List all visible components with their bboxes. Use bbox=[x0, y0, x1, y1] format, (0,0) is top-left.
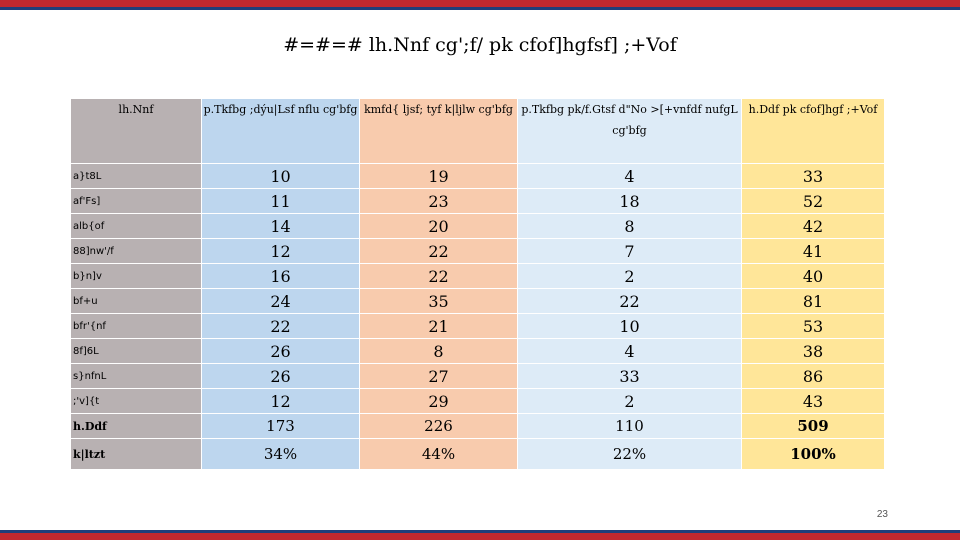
table-row: bf+u 24 35 22 81 bbox=[70, 288, 885, 314]
header-c4: h.Ddf pk cfof]hgf ;+Vof bbox=[741, 98, 885, 164]
row-name: s}nfnL bbox=[70, 363, 202, 389]
cell-c4: 38 bbox=[741, 338, 885, 364]
cell-c2: 19 bbox=[359, 163, 518, 189]
table-row: 8f]6L 26 8 4 38 bbox=[70, 338, 885, 364]
table-header-row: lh.Nnf p.Tkfbg ;dýu|Lsf nflu cg'bfg kmfd… bbox=[70, 98, 885, 164]
total-c2: 226 bbox=[359, 413, 518, 439]
cell-c3: 18 bbox=[517, 188, 742, 214]
cell-c4: 81 bbox=[741, 288, 885, 314]
cell-c3: 10 bbox=[517, 313, 742, 339]
percent-row: k|ltzt 34% 44% 22% 100% bbox=[70, 438, 885, 470]
page-number: 23 bbox=[876, 509, 888, 520]
percent-label: k|ltzt bbox=[70, 438, 202, 470]
cell-c1: 26 bbox=[201, 338, 360, 364]
header-c3: p.Tkfbg pk/f.Gtsf d"No >[+vnfdf nufgL cg… bbox=[517, 98, 742, 164]
slide-title: #=#=# lh.Nnf cg';f/ pk cfof]hgfsf] ;+Vof bbox=[283, 34, 677, 56]
bottom-blue-bar bbox=[0, 530, 960, 533]
row-name: b}n]v bbox=[70, 263, 202, 289]
cell-c3: 2 bbox=[517, 388, 742, 414]
cell-c3: 4 bbox=[517, 338, 742, 364]
table-row: s}nfnL 26 27 33 86 bbox=[70, 363, 885, 389]
top-red-bar bbox=[0, 0, 960, 7]
cell-c4: 41 bbox=[741, 238, 885, 264]
header-c2: kmfd{ ljsf; tyf k|ljlw cg'bfg bbox=[359, 98, 518, 164]
cell-c1: 10 bbox=[201, 163, 360, 189]
cell-c1: 26 bbox=[201, 363, 360, 389]
row-name: alb{of bbox=[70, 213, 202, 239]
bottom-red-bar bbox=[0, 533, 960, 540]
cell-c4: 40 bbox=[741, 263, 885, 289]
total-c4: 509 bbox=[741, 413, 885, 439]
header-name: lh.Nnf bbox=[70, 98, 202, 164]
header-c1: p.Tkfbg ;dýu|Lsf nflu cg'bfg bbox=[201, 98, 360, 164]
cell-c4: 42 bbox=[741, 213, 885, 239]
cell-c2: 8 bbox=[359, 338, 518, 364]
cell-c4: 33 bbox=[741, 163, 885, 189]
top-blue-bar bbox=[0, 7, 960, 10]
percent-c1: 34% bbox=[201, 438, 360, 470]
cell-c1: 12 bbox=[201, 238, 360, 264]
cell-c1: 14 bbox=[201, 213, 360, 239]
percent-c3: 22% bbox=[517, 438, 742, 470]
table-row: b}n]v 16 22 2 40 bbox=[70, 263, 885, 289]
cell-c3: 22 bbox=[517, 288, 742, 314]
cell-c3: 7 bbox=[517, 238, 742, 264]
row-name: ;'v]{t bbox=[70, 388, 202, 414]
cell-c2: 22 bbox=[359, 263, 518, 289]
total-c3: 110 bbox=[517, 413, 742, 439]
cell-c2: 29 bbox=[359, 388, 518, 414]
header-c3-line2: cg'bfg bbox=[612, 124, 647, 137]
row-name: bfr'{nf bbox=[70, 313, 202, 339]
percent-c4: 100% bbox=[741, 438, 885, 470]
cell-c3: 33 bbox=[517, 363, 742, 389]
table-row: bfr'{nf 22 21 10 53 bbox=[70, 313, 885, 339]
total-label: h.Ddf bbox=[70, 413, 202, 439]
cell-c3: 8 bbox=[517, 213, 742, 239]
row-name: a}t8L bbox=[70, 163, 202, 189]
table-row: a}t8L 10 19 4 33 bbox=[70, 163, 885, 189]
total-row: h.Ddf 173 226 110 509 bbox=[70, 413, 885, 439]
cell-c2: 27 bbox=[359, 363, 518, 389]
table-row: af'Fs] 11 23 18 52 bbox=[70, 188, 885, 214]
row-name: af'Fs] bbox=[70, 188, 202, 214]
cell-c1: 12 bbox=[201, 388, 360, 414]
cell-c2: 21 bbox=[359, 313, 518, 339]
district-table: lh.Nnf p.Tkfbg ;dýu|Lsf nflu cg'bfg kmfd… bbox=[70, 98, 885, 470]
total-c1: 173 bbox=[201, 413, 360, 439]
table-row: alb{of 14 20 8 42 bbox=[70, 213, 885, 239]
table-row: 88]nw'/f 12 22 7 41 bbox=[70, 238, 885, 264]
cell-c3: 4 bbox=[517, 163, 742, 189]
cell-c1: 24 bbox=[201, 288, 360, 314]
cell-c1: 16 bbox=[201, 263, 360, 289]
row-name: 8f]6L bbox=[70, 338, 202, 364]
cell-c1: 22 bbox=[201, 313, 360, 339]
cell-c2: 35 bbox=[359, 288, 518, 314]
cell-c4: 43 bbox=[741, 388, 885, 414]
header-c3-line1: p.Tkfbg pk/f.Gtsf d"No >[+vnfdf nufgL bbox=[521, 103, 738, 116]
row-name: bf+u bbox=[70, 288, 202, 314]
cell-c4: 86 bbox=[741, 363, 885, 389]
cell-c4: 53 bbox=[741, 313, 885, 339]
cell-c4: 52 bbox=[741, 188, 885, 214]
percent-c2: 44% bbox=[359, 438, 518, 470]
row-name: 88]nw'/f bbox=[70, 238, 202, 264]
table-row: ;'v]{t 12 29 2 43 bbox=[70, 388, 885, 414]
cell-c2: 20 bbox=[359, 213, 518, 239]
cell-c2: 23 bbox=[359, 188, 518, 214]
cell-c3: 2 bbox=[517, 263, 742, 289]
cell-c2: 22 bbox=[359, 238, 518, 264]
cell-c1: 11 bbox=[201, 188, 360, 214]
